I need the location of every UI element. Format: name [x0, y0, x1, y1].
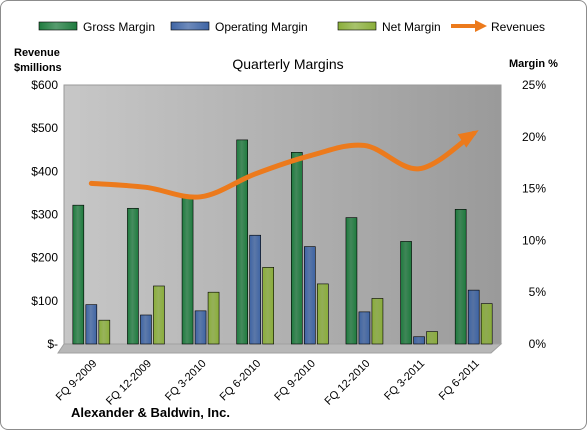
left-tick-label: $600	[31, 78, 58, 92]
revenue-line	[88, 130, 477, 200]
legend-swatch-gross-margin	[38, 21, 78, 31]
left-tick-label: $400	[31, 164, 58, 178]
left-tick-label: $300	[31, 208, 58, 222]
bar-net-margin	[371, 298, 384, 345]
bar-net-margin	[426, 331, 438, 345]
bar-gross-margin	[345, 217, 358, 345]
right-tick-label: 10%	[522, 233, 546, 247]
legend-arrow-revenues	[475, 20, 487, 32]
right-tick-label: 5%	[529, 285, 547, 299]
category-label: FQ 3-2011	[382, 358, 427, 403]
bar-gross-margin	[181, 196, 194, 345]
right-tick-label: 15%	[522, 182, 546, 196]
left-axis-title-line2: $millions	[14, 62, 62, 74]
category-label: FQ 3-2010	[163, 358, 209, 404]
bar-operating-margin	[467, 289, 480, 345]
legend-label: Gross Margin	[83, 20, 155, 34]
company-name: Alexander & Baldwin, Inc.	[71, 405, 230, 420]
bar-net-margin	[207, 291, 220, 345]
bar-gross-margin	[400, 241, 412, 345]
bar-operating-margin	[249, 234, 261, 345]
category-label: FQ 9-2009	[54, 358, 100, 404]
category-label: FQ 6-2010	[218, 358, 264, 404]
bar-operating-margin	[140, 314, 152, 345]
chart-title: Quarterly Margins	[232, 56, 343, 72]
bar-net-margin	[317, 283, 329, 345]
category-label: FQ 12-2010	[323, 358, 373, 408]
bar-operating-margin	[413, 336, 425, 345]
left-tick-label: $-	[47, 337, 58, 351]
right-tick-label: 25%	[522, 78, 546, 92]
bar-net-margin	[98, 319, 111, 345]
right-axis-title: Margin %	[509, 58, 558, 70]
legend-label: Operating Margin	[215, 20, 308, 34]
legend-swatch-operating-margin	[170, 21, 210, 31]
bar-gross-margin	[236, 139, 248, 345]
bar-operating-margin	[304, 246, 316, 345]
left-tick-label: $100	[31, 294, 58, 308]
bar-gross-margin	[291, 152, 303, 345]
left-tick-label: $500	[31, 121, 58, 135]
category-label: FQ 6-2011	[437, 358, 482, 403]
right-tick-label: 20%	[522, 130, 546, 144]
bar-operating-margin	[194, 310, 207, 345]
bar-operating-margin	[358, 311, 371, 345]
plot-floor	[57, 343, 503, 354]
bar-gross-margin	[127, 207, 139, 345]
bar-net-margin	[262, 267, 274, 345]
right-tick-label: 0%	[529, 337, 547, 351]
bar-net-margin	[153, 285, 165, 345]
left-tick-label: $200	[31, 251, 58, 265]
left-axis-title-line1: Revenue	[14, 47, 60, 59]
revenue-line-arrowhead	[457, 130, 479, 148]
legend-swatch-net-margin	[337, 21, 377, 31]
category-label: FQ 12-2009	[104, 358, 154, 408]
bar-operating-margin	[85, 304, 98, 345]
category-label: FQ 9-2010	[272, 358, 318, 404]
bar-gross-margin	[72, 204, 85, 345]
bar-gross-margin	[454, 209, 467, 345]
bar-net-margin	[480, 303, 493, 345]
legend-label: Revenues	[491, 20, 545, 34]
legend-label: Net Margin	[382, 20, 441, 34]
